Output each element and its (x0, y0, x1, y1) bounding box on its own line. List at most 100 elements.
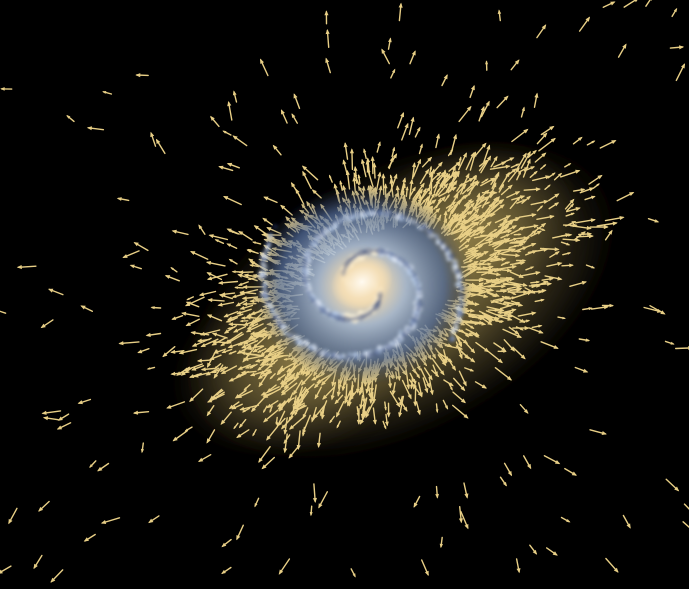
velocity-arrowhead (181, 311, 187, 316)
velocity-arrowhead (467, 192, 472, 196)
velocity-arrowhead (33, 563, 38, 570)
velocity-arrowhead (320, 414, 325, 420)
velocity-arrowhead (116, 197, 122, 201)
velocity-arrowhead (422, 198, 426, 203)
star-cluster (454, 325, 459, 331)
velocity-arrowhead (370, 156, 375, 161)
velocity-arrowhead (189, 374, 195, 378)
velocity-arrowhead (612, 221, 618, 226)
star-cluster (265, 246, 269, 251)
velocity-arrowhead (290, 182, 296, 188)
velocity-arrowhead (411, 50, 416, 56)
velocity-arrowhead (293, 377, 297, 382)
dust-lane (410, 269, 414, 273)
velocity-arrowhead (280, 380, 287, 386)
velocity-arrowhead (505, 222, 511, 228)
velocity-arrowhead (243, 356, 249, 361)
velocity-arrowhead (570, 212, 575, 216)
velocity-arrowhead (404, 122, 409, 129)
velocity-arrowhead (343, 142, 348, 148)
velocity-arrowhead (451, 212, 457, 218)
velocity-arrowhead (468, 228, 473, 233)
velocity-arrowhead (399, 401, 403, 406)
velocity-arrowhead (228, 351, 232, 355)
velocity-arrowhead (588, 307, 593, 311)
velocity-arrowhead (483, 294, 489, 299)
velocity-arrowhead (532, 229, 538, 235)
velocity-arrowhead (435, 178, 440, 185)
velocity-arrowhead (232, 135, 238, 140)
velocity-arrowhead (453, 203, 458, 208)
velocity-arrowhead (437, 161, 443, 167)
velocity-arrowhead (511, 264, 517, 269)
spiral-disc (252, 185, 472, 385)
velocity-arrowhead (478, 278, 484, 283)
velocity-arrowhead (470, 151, 475, 158)
velocity-arrowhead (601, 431, 607, 435)
velocity-arrowhead (609, 303, 614, 308)
velocity-arrowhead (524, 326, 530, 331)
velocity-arrowhead (479, 320, 484, 325)
dust-lane (415, 221, 419, 225)
velocity-arrowhead (523, 289, 529, 295)
velocity-arrowhead (542, 132, 548, 138)
velocity-arrowhead (313, 383, 319, 389)
velocity-arrowhead (311, 376, 317, 381)
velocity-arrowhead (626, 523, 631, 529)
velocity-arrowhead (372, 162, 377, 168)
velocity-arrowhead (400, 112, 404, 118)
velocity-arrowhead (486, 201, 491, 205)
velocity-arrowhead (150, 306, 155, 310)
velocity-arrowhead (276, 377, 281, 381)
velocity-arrowhead (226, 162, 233, 167)
dust-lane (314, 302, 318, 306)
velocity-arrowhead (377, 141, 381, 146)
velocity-arrowhead (585, 338, 591, 342)
velocity-arrowhead (83, 537, 89, 542)
velocity-arrowhead (330, 395, 335, 401)
velocity-arrowhead (527, 463, 532, 470)
velocity-arrowhead (465, 237, 471, 243)
velocity-arrowhead (512, 292, 517, 295)
velocity-arrowhead (246, 249, 252, 253)
velocity-arrowhead (239, 406, 245, 411)
star-cluster (283, 331, 288, 336)
velocity-arrowhead (220, 370, 227, 375)
velocity-arrowhead (505, 171, 510, 178)
velocity-arrowhead (480, 315, 486, 320)
star-cluster (293, 336, 297, 340)
velocity-arrowhead (460, 398, 466, 404)
velocity-arrowhead (536, 230, 542, 235)
velocity-arrowhead (435, 409, 439, 414)
velocity-arrowhead (129, 264, 135, 269)
velocity-arrowhead (629, 192, 635, 196)
velocity-arrowhead (385, 421, 389, 427)
velocity-arrowhead (535, 271, 541, 276)
velocity-arrowhead (145, 332, 151, 337)
dust-lane (373, 349, 381, 356)
velocity-arrowhead (206, 276, 213, 281)
velocity-arrowhead (418, 193, 423, 199)
velocity-arrowhead (231, 294, 237, 298)
velocity-arrowhead (413, 401, 418, 407)
velocity-arrowhead (206, 438, 211, 444)
velocity-arrowhead (293, 93, 298, 99)
velocity-arrowhead (186, 297, 190, 301)
velocity-arrowhead (233, 426, 237, 430)
velocity-arrowhead (431, 199, 437, 204)
velocity-arrowhead (237, 282, 243, 286)
velocity-arrowhead (365, 412, 370, 419)
velocity-arrowhead (41, 410, 47, 415)
velocity-arrowhead (280, 390, 286, 396)
velocity-arrowhead (240, 351, 246, 356)
velocity-arrowhead (541, 228, 546, 231)
velocity-arrowhead (281, 424, 286, 430)
velocity-arrowhead (352, 176, 357, 182)
velocity-arrowhead (292, 405, 297, 412)
velocity-arrowhead (522, 152, 527, 158)
velocity-arrowhead (358, 390, 363, 396)
velocity-arrowhead (451, 170, 457, 176)
velocity-arrowhead (295, 188, 300, 194)
velocity-arrowhead (591, 265, 596, 269)
